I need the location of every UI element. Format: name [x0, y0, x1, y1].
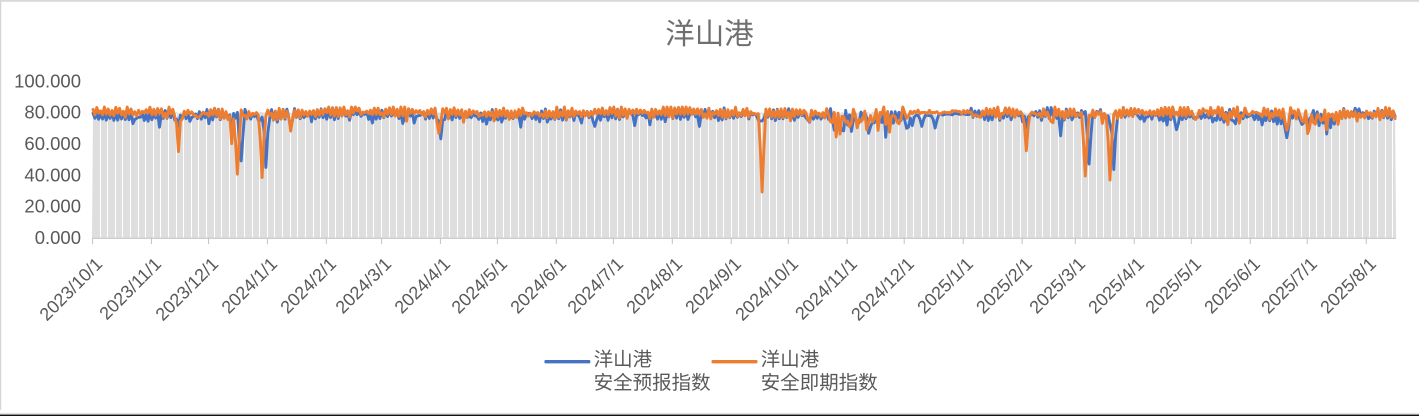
svg-text:0.000: 0.000 — [35, 227, 81, 248]
svg-text:100.000: 100.000 — [14, 70, 81, 91]
svg-text:60.000: 60.000 — [24, 133, 81, 154]
svg-text:20.000: 20.000 — [24, 196, 81, 217]
svg-text:40.000: 40.000 — [24, 164, 81, 185]
svg-text:80.000: 80.000 — [24, 102, 81, 123]
